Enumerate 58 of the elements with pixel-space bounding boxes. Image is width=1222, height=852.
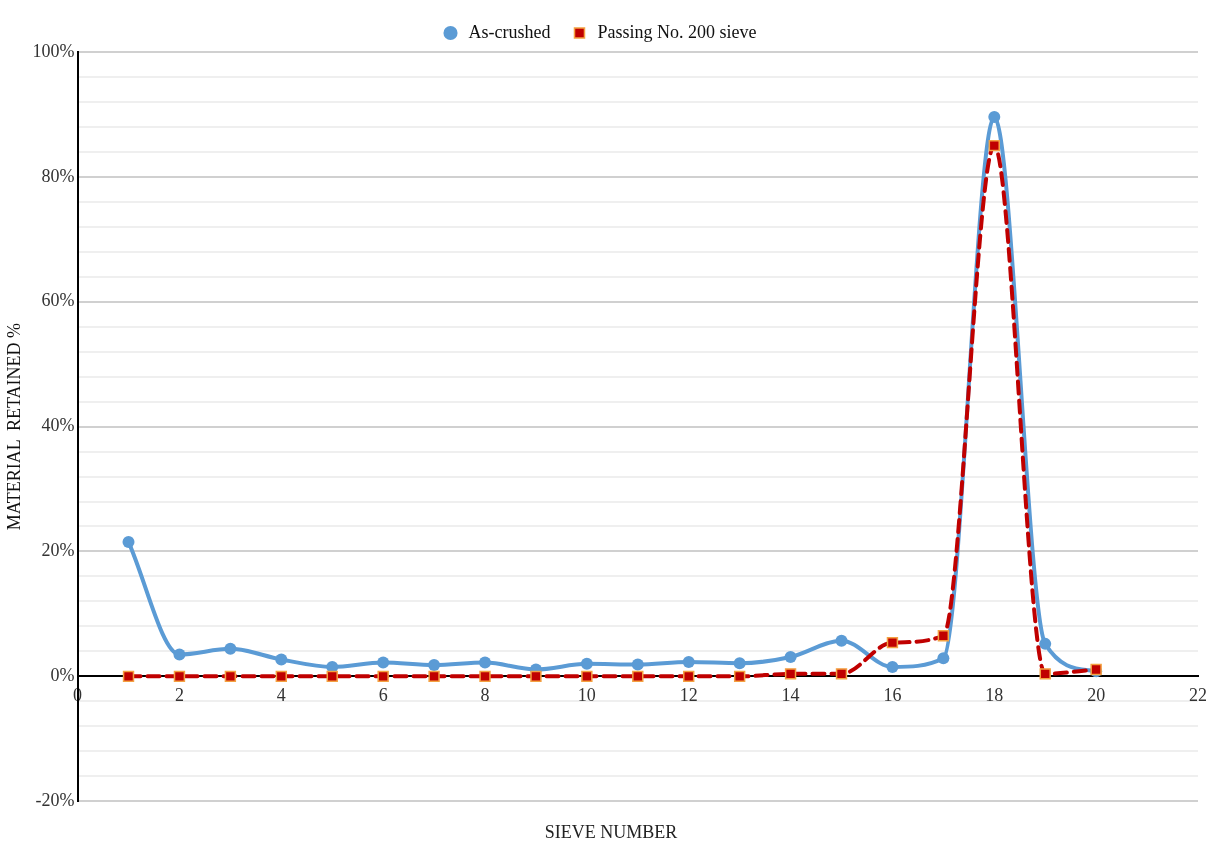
point (988, 110, 1001, 123)
point (479, 656, 492, 669)
x-tick-label: 18 (985, 684, 1004, 705)
y-axis-title: MATERIAL RETAINED % (3, 322, 24, 531)
point (530, 670, 542, 683)
point (580, 657, 593, 670)
point (122, 670, 135, 683)
point (581, 670, 593, 683)
x-tick-label: 14 (781, 684, 800, 705)
point (326, 670, 338, 683)
point (682, 655, 695, 668)
point (937, 652, 950, 665)
x-tick-label: 22 (1189, 684, 1207, 705)
x-tick-label: 2 (174, 684, 184, 705)
y-tick-label: 0% (50, 665, 75, 686)
point (428, 659, 441, 672)
y-tick-label: 100% (32, 40, 75, 61)
point (428, 670, 440, 683)
legend-label: Passing No. 200 sieve (597, 21, 757, 42)
point (988, 139, 1000, 152)
point (224, 670, 237, 683)
y-tick-label: -20% (35, 789, 75, 810)
point (275, 670, 287, 683)
point (683, 670, 695, 683)
point (1039, 668, 1051, 680)
point (835, 634, 848, 647)
point (275, 653, 288, 666)
x-tick-label: 20 (1087, 684, 1106, 705)
x-axis-title: SIEVE NUMBER (543, 822, 679, 843)
point (937, 630, 950, 642)
point (886, 636, 899, 649)
point (1039, 637, 1052, 650)
x-tick-label: 4 (276, 684, 286, 705)
point (784, 650, 797, 663)
x-tick-label: 6 (378, 684, 388, 705)
x-tick-label: 10 (577, 684, 596, 705)
y-tick-label: 40% (41, 415, 75, 436)
x-tick-label: 12 (679, 684, 698, 705)
point (479, 670, 491, 683)
x-tick-label: 8 (480, 684, 490, 705)
point (377, 656, 390, 669)
point (173, 648, 186, 661)
point (886, 660, 899, 673)
point (733, 657, 746, 670)
legend-label: As-crushed (468, 21, 551, 42)
point (784, 668, 797, 680)
point (835, 668, 848, 680)
point (631, 658, 644, 671)
point (377, 670, 389, 683)
x-tick-label: 16 (883, 684, 902, 705)
point (733, 670, 746, 683)
point (122, 536, 135, 549)
y-tick-label: 80% (41, 165, 75, 186)
point (173, 670, 186, 683)
y-tick-label: 20% (41, 540, 75, 561)
point (224, 642, 237, 655)
y-tick-label: 60% (41, 290, 75, 311)
point (632, 670, 644, 683)
